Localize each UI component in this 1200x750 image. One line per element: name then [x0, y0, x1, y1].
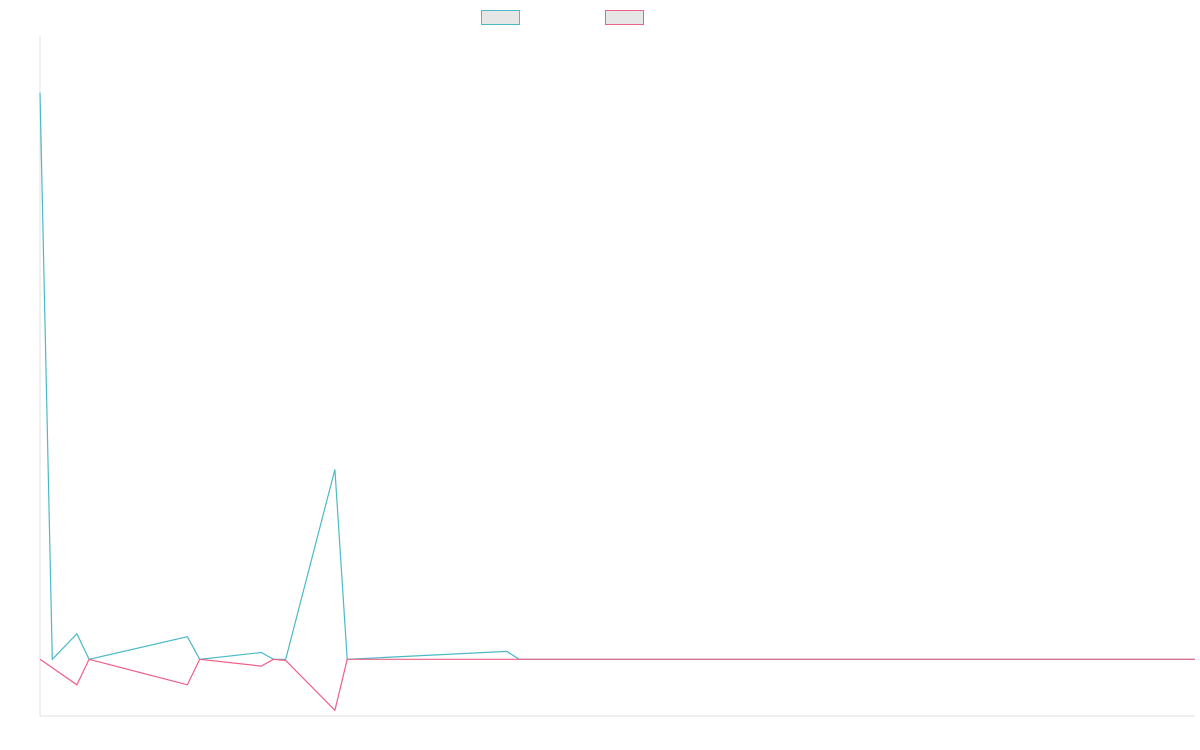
legend-swatch-series-1[interactable] — [481, 10, 520, 25]
plot-area — [39, 92, 1195, 712]
chart-axes — [39, 36, 1195, 717]
legend-swatch-series-2[interactable] — [605, 10, 644, 25]
series-line-1 — [39, 92, 1195, 661]
series-line-2 — [39, 658, 1195, 712]
